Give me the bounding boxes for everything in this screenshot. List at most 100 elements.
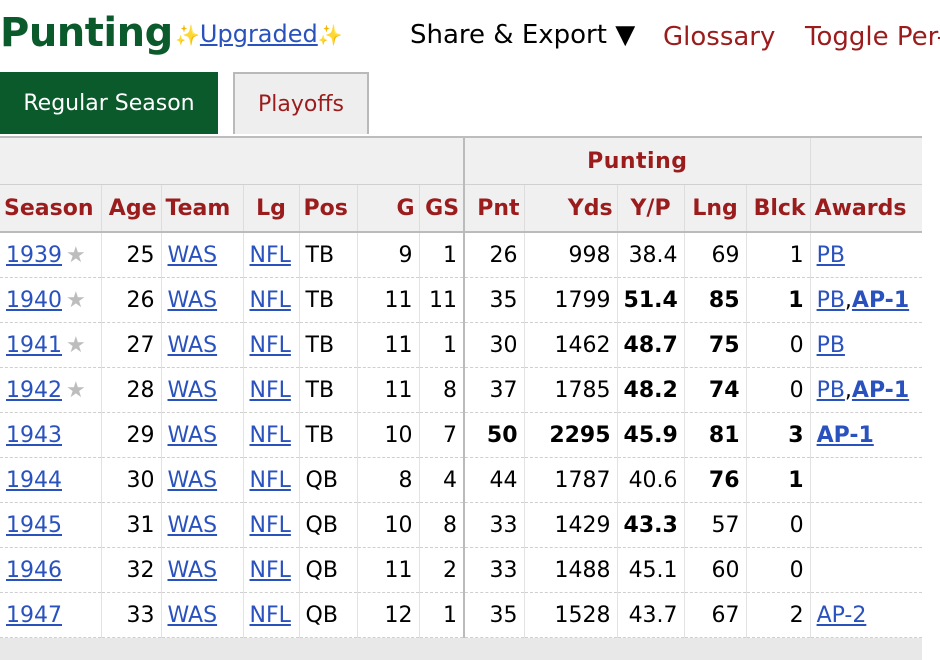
- league-link[interactable]: NFL: [250, 288, 291, 313]
- cell-yds: 1528: [524, 593, 617, 638]
- league-link[interactable]: NFL: [250, 333, 291, 358]
- season-link[interactable]: 1942: [6, 378, 62, 403]
- award-link[interactable]: PB: [817, 333, 845, 358]
- column-header-yds[interactable]: Yds: [524, 185, 617, 233]
- award-link[interactable]: PB: [817, 378, 845, 403]
- tab-regular-season[interactable]: Regular Season: [0, 72, 218, 134]
- upgraded-badge[interactable]: ✨Upgraded✨: [175, 20, 343, 48]
- award-link[interactable]: AP-1: [852, 288, 909, 313]
- team-link[interactable]: WAS: [168, 558, 218, 583]
- cell-pnt: 50: [464, 413, 524, 458]
- tab-playoffs[interactable]: Playoffs: [233, 72, 369, 134]
- column-header-age[interactable]: Age: [101, 185, 161, 233]
- cell-blck: 0: [746, 368, 810, 413]
- cell-lg: NFL: [243, 548, 299, 593]
- cell-lg: NFL: [243, 323, 299, 368]
- cell-yds: 1488: [524, 548, 617, 593]
- team-link[interactable]: WAS: [168, 243, 218, 268]
- cell-pos: TB: [299, 232, 357, 278]
- cell-yds: 1799: [524, 278, 617, 323]
- pro-bowl-star-icon: ★: [66, 243, 86, 268]
- team-link[interactable]: WAS: [168, 333, 218, 358]
- cell-yds: 2295: [524, 413, 617, 458]
- toggle-per-game-link[interactable]: Toggle Per-: [805, 22, 940, 52]
- league-link[interactable]: NFL: [250, 558, 291, 583]
- cell-yds: 1429: [524, 503, 617, 548]
- cell-pnt: 33: [464, 548, 524, 593]
- team-link[interactable]: WAS: [168, 378, 218, 403]
- award-link[interactable]: AP-1: [817, 423, 874, 448]
- cell-lng: 69: [684, 232, 746, 278]
- cell-yds: 1787: [524, 458, 617, 503]
- share-export-menu[interactable]: Share & Export ▼: [410, 20, 635, 50]
- team-link[interactable]: WAS: [168, 423, 218, 448]
- cell-yp: 40.6: [617, 458, 684, 503]
- award-link[interactable]: AP-1: [852, 378, 909, 403]
- column-header-pnt[interactable]: Pnt: [464, 185, 524, 233]
- cell-g: 8: [357, 458, 419, 503]
- column-header-pos[interactable]: Pos: [299, 185, 357, 233]
- cell-lng: 85: [684, 278, 746, 323]
- cell-pos: QB: [299, 548, 357, 593]
- cell-gs: 8: [419, 368, 464, 413]
- season-link[interactable]: 1945: [6, 513, 62, 538]
- column-header-lng[interactable]: Lng: [684, 185, 746, 233]
- cell-lg: NFL: [243, 232, 299, 278]
- season-link[interactable]: 1941: [6, 333, 62, 358]
- pro-bowl-star-icon: ★: [66, 333, 86, 358]
- team-link[interactable]: WAS: [168, 603, 218, 628]
- league-link[interactable]: NFL: [250, 378, 291, 403]
- cell-blck: 0: [746, 548, 810, 593]
- league-link[interactable]: NFL: [250, 468, 291, 493]
- cell-lng: 74: [684, 368, 746, 413]
- column-header-team[interactable]: Team: [161, 185, 243, 233]
- season-link[interactable]: 1944: [6, 468, 62, 493]
- cell-blck: 0: [746, 503, 810, 548]
- empty-group-header: [810, 138, 922, 185]
- cell-team: WAS: [161, 548, 243, 593]
- column-header-awards[interactable]: Awards: [810, 185, 922, 233]
- column-header-lg[interactable]: Lg: [243, 185, 299, 233]
- league-link[interactable]: NFL: [250, 603, 291, 628]
- season-link[interactable]: 1946: [6, 558, 62, 583]
- season-link[interactable]: 1943: [6, 423, 62, 448]
- table-footer: [0, 638, 922, 660]
- award-link[interactable]: PB: [817, 288, 845, 313]
- league-link[interactable]: NFL: [250, 243, 291, 268]
- glossary-link[interactable]: Glossary: [663, 22, 775, 52]
- team-link[interactable]: WAS: [168, 513, 218, 538]
- league-link[interactable]: NFL: [250, 513, 291, 538]
- cell-gs: 1: [419, 323, 464, 368]
- column-header-season[interactable]: Season: [0, 185, 101, 233]
- cell-season: 1939★: [0, 232, 101, 278]
- column-header-blck[interactable]: Blck: [746, 185, 810, 233]
- team-link[interactable]: WAS: [168, 288, 218, 313]
- cell-lg: NFL: [243, 503, 299, 548]
- cell-team: WAS: [161, 413, 243, 458]
- cell-pos: TB: [299, 323, 357, 368]
- cell-lng: 57: [684, 503, 746, 548]
- cell-yp: 45.9: [617, 413, 684, 458]
- cell-yp: 43.7: [617, 593, 684, 638]
- award-link[interactable]: PB: [817, 243, 845, 268]
- season-link[interactable]: 1947: [6, 603, 62, 628]
- league-link[interactable]: NFL: [250, 423, 291, 448]
- column-header-g[interactable]: G: [357, 185, 419, 233]
- column-header-yp[interactable]: Y/P: [617, 185, 684, 233]
- season-link[interactable]: 1940: [6, 288, 62, 313]
- upgraded-link[interactable]: Upgraded: [200, 20, 318, 48]
- season-link[interactable]: 1939: [6, 243, 62, 268]
- cell-pos: TB: [299, 278, 357, 323]
- team-link[interactable]: WAS: [168, 468, 218, 493]
- column-header-gs[interactable]: GS: [419, 185, 464, 233]
- cell-lg: NFL: [243, 368, 299, 413]
- cell-gs: 2: [419, 548, 464, 593]
- award-link[interactable]: AP-2: [817, 603, 867, 628]
- cell-age: 31: [101, 503, 161, 548]
- cell-lg: NFL: [243, 458, 299, 503]
- cell-pnt: 35: [464, 278, 524, 323]
- cell-pos: QB: [299, 503, 357, 548]
